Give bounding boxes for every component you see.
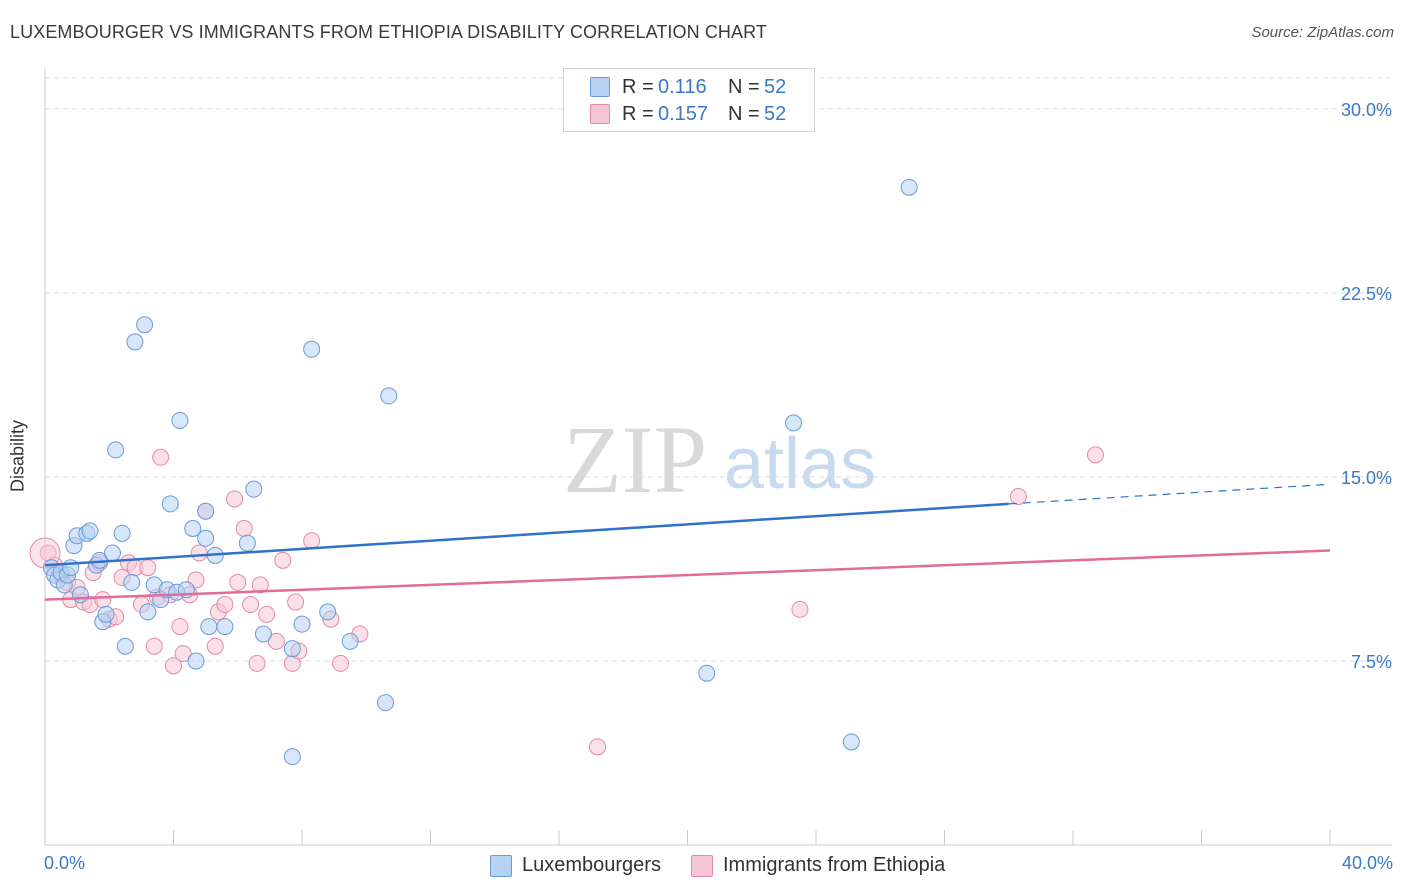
y-axis-label: Disability	[7, 419, 28, 493]
luxembourger-point	[103, 544, 121, 562]
ethiopia-point	[174, 645, 192, 663]
axes	[44, 68, 1392, 846]
ethiopia-point	[206, 637, 224, 655]
luxembourger-point	[283, 640, 301, 658]
legend-r-value: 0.157	[658, 103, 709, 125]
series-luxembourgers-points	[42, 178, 918, 766]
ethiopia-point	[216, 596, 234, 614]
y-tick-label: 15.0%	[1341, 468, 1392, 488]
legend-n-value: 52	[764, 76, 787, 98]
luxembourger-point	[161, 495, 179, 513]
ethiopia-point	[165, 657, 182, 675]
y-tick-label: 7.5%	[1351, 652, 1392, 672]
luxembourger-point	[245, 480, 263, 498]
legend-r-label: R =	[622, 76, 654, 98]
ethiopia-point	[190, 544, 208, 562]
ethiopia-point	[258, 605, 276, 623]
x-tick-label: 0.0%	[44, 853, 85, 873]
ethiopia-point	[287, 593, 305, 611]
legend-swatch-blue	[490, 855, 512, 877]
luxembourger-point	[842, 733, 860, 751]
luxembourger-point	[200, 618, 218, 636]
y-tick-label: 30.0%	[1341, 100, 1392, 120]
watermark-atlas: atlas	[724, 424, 876, 504]
trend-line-luxembourgers-extension	[1008, 483, 1331, 505]
watermark: ZIP atlas	[563, 406, 876, 513]
luxembourger-point	[97, 605, 115, 623]
ethiopia-point	[303, 532, 321, 550]
luxembourger-point	[197, 502, 215, 520]
ethiopia-point	[589, 738, 607, 756]
luxembourger-point	[785, 414, 803, 432]
luxembourger-point	[283, 748, 301, 766]
ethiopia-point	[248, 654, 266, 672]
ethiopia-point	[171, 618, 189, 636]
ethiopia-point	[242, 596, 260, 614]
luxembourger-point	[116, 637, 134, 655]
luxembourger-point	[187, 652, 205, 670]
luxembourger-point	[197, 529, 215, 547]
legend-swatch-blue	[590, 77, 610, 97]
ethiopia-point	[139, 559, 157, 577]
legend-swatch-pink	[691, 855, 713, 877]
legend-r-label: R =	[622, 103, 654, 125]
ethiopia-point	[94, 591, 112, 609]
luxembourger-point	[136, 316, 154, 334]
ethiopia-point	[145, 637, 163, 655]
legend-n-label: N =	[728, 103, 760, 125]
source-label: Source: ZipAtlas.com	[1251, 24, 1394, 41]
luxembourger-point	[341, 632, 359, 650]
luxembourger-point	[81, 522, 99, 540]
ethiopia-point	[332, 654, 350, 672]
luxembourger-point	[107, 441, 125, 459]
ethiopia-point	[229, 573, 247, 591]
luxembourger-point	[71, 586, 89, 604]
luxembourger-point	[319, 603, 337, 621]
trend-lines	[44, 483, 1331, 601]
legend-n-value: 52	[764, 103, 787, 125]
ethiopia-point	[1009, 488, 1027, 506]
luxembourger-point	[123, 573, 141, 591]
luxembourger-point	[139, 603, 157, 621]
trend-line-ethiopia	[44, 549, 1331, 601]
trend-line-luxembourgers	[44, 502, 1009, 567]
legend-n-label: N =	[728, 76, 760, 98]
ethiopia-point	[235, 519, 253, 537]
chart-title: LUXEMBOURGER VS IMMIGRANTS FROM ETHIOPIA…	[10, 22, 768, 42]
luxembourger-point	[238, 534, 256, 552]
correlation-legend: R = 0.116 N = 52 R = 0.157 N = 52	[563, 68, 815, 132]
legend-r-value: 0.116	[658, 76, 707, 98]
luxembourger-point	[171, 411, 189, 429]
luxembourger-point	[113, 524, 131, 542]
ethiopia-point	[267, 632, 285, 650]
luxembourger-point	[216, 618, 234, 636]
ethiopia-point	[152, 448, 170, 466]
tick-labels: 7.5% 15.0% 22.5% 30.0% 0.0% 40.0%	[44, 100, 1393, 873]
luxembourger-point	[377, 694, 395, 712]
legend-label-ethiopia: Immigrants from Ethiopia	[723, 854, 946, 876]
legend-swatch-pink	[590, 104, 610, 124]
luxembourger-point	[254, 625, 272, 643]
luxembourger-point	[293, 615, 311, 633]
legend-label-luxembourgers: Luxembourgers	[522, 854, 661, 876]
luxembourger-point	[303, 340, 321, 358]
y-tick-label: 22.5%	[1341, 284, 1392, 304]
ethiopia-point	[251, 576, 269, 594]
ethiopia-point	[1086, 446, 1104, 464]
watermark-zip: ZIP	[563, 406, 707, 513]
ethiopia-point	[226, 490, 244, 508]
ethiopia-point	[274, 551, 292, 569]
ethiopia-point	[791, 600, 809, 618]
luxembourger-point	[900, 178, 918, 196]
x-tick-label: 40.0%	[1342, 853, 1393, 873]
luxembourger-point	[698, 664, 716, 682]
luxembourger-point	[126, 333, 144, 351]
luxembourger-point	[380, 387, 398, 405]
luxembourger-point	[184, 519, 202, 537]
